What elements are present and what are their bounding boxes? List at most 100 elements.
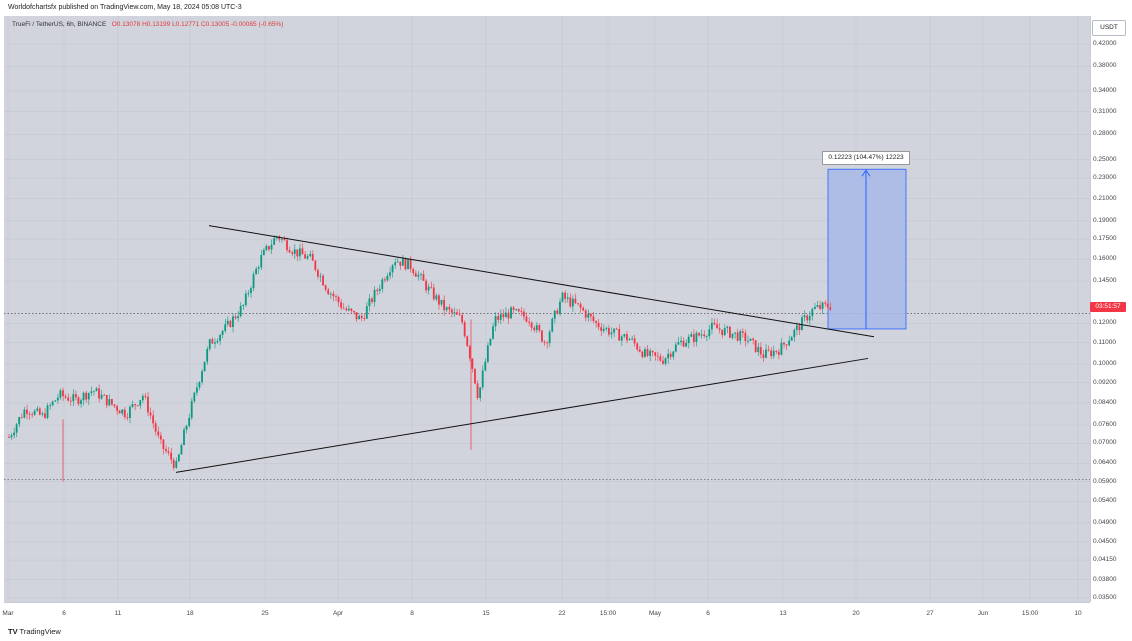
candle-body [504, 312, 507, 318]
candle-body [700, 334, 703, 336]
candle-body [340, 302, 342, 308]
chart-pane[interactable] [4, 16, 1090, 602]
measure-arrow-head-icon [861, 169, 871, 177]
candle-body [376, 289, 379, 291]
candle-body [569, 297, 572, 307]
candle-body [772, 350, 775, 357]
candle-body [226, 320, 229, 325]
candle-body [687, 336, 690, 344]
candle-body [497, 316, 500, 320]
candle-body [618, 329, 621, 341]
candle-body [67, 397, 70, 401]
candle-body [129, 406, 131, 418]
price-tick-label: 0.31000 [1093, 107, 1117, 115]
candle-body [692, 334, 695, 343]
candle-body [628, 339, 631, 341]
candle-body [595, 321, 597, 323]
candle-body [18, 417, 21, 425]
candle-body [188, 417, 191, 426]
brand-name: TradingView [19, 627, 61, 636]
candle-body [819, 305, 821, 309]
currency-button[interactable]: USDT [1092, 20, 1126, 36]
price-chart[interactable] [4, 16, 1090, 602]
candle-body [105, 395, 108, 406]
candle-body [636, 343, 639, 350]
candle-body [468, 346, 471, 359]
candle-body [785, 344, 788, 346]
candle-body [656, 355, 659, 357]
candle-body [219, 334, 221, 341]
candle-body [255, 268, 258, 275]
candle-body [783, 342, 785, 345]
candle-body [237, 316, 239, 319]
candle-body [103, 394, 106, 396]
candle-body [273, 238, 276, 245]
candle-body [667, 353, 670, 359]
price-tick-label: 0.23000 [1093, 174, 1117, 182]
candle-body [626, 334, 628, 341]
candle-body [46, 405, 49, 418]
price-tick-label: 0.07600 [1093, 421, 1117, 429]
measure-box [827, 168, 907, 330]
candle-body [270, 244, 273, 250]
candle-body [510, 307, 512, 319]
tradingview-footer[interactable]: TV TradingView [8, 627, 61, 636]
candle-body [373, 289, 376, 302]
candle-body [600, 327, 603, 331]
candle-body [736, 332, 739, 341]
date-tick-label: 6 [706, 610, 710, 617]
candle-body [170, 452, 173, 460]
time-axis[interactable] [4, 602, 1090, 625]
price-tick-label: 0.42000 [1093, 40, 1117, 47]
candle-body [530, 322, 533, 328]
date-tick-label: 6 [62, 610, 66, 617]
candle-body [152, 415, 155, 424]
candle-body [432, 287, 435, 300]
candle-body [620, 336, 623, 341]
candle-body [597, 322, 600, 328]
candle-body [734, 332, 736, 334]
candle-body [175, 461, 178, 468]
candle-body [368, 298, 371, 307]
candle-body [471, 358, 474, 369]
price-tick-label: 0.05400 [1093, 497, 1117, 505]
candle-body [350, 308, 353, 311]
candle-body [633, 338, 636, 344]
candle-body [713, 322, 716, 325]
candle-body [754, 340, 757, 352]
candle-body [435, 295, 438, 300]
price-tick-label: 0.06400 [1093, 459, 1117, 467]
candle-body [118, 410, 121, 414]
candle-body [44, 413, 46, 418]
candle-body [420, 274, 422, 275]
candle-body [383, 279, 386, 281]
candle-body [631, 338, 633, 340]
candle-body [438, 295, 440, 305]
candle-body [15, 424, 18, 433]
price-tick-label: 0.03800 [1093, 575, 1117, 583]
candle-body [250, 288, 252, 294]
candle-body [177, 454, 180, 462]
candle-body [813, 306, 816, 309]
candle-body [131, 404, 134, 407]
candle-body [731, 333, 734, 338]
candle-body [685, 343, 688, 347]
date-tick-label: 20 [852, 610, 860, 617]
candle-body [466, 336, 469, 347]
candle-body [203, 361, 206, 372]
candle-body [582, 307, 585, 311]
candle-body [798, 325, 801, 331]
price-tick-label: 0.03500 [1093, 594, 1117, 601]
candle-body [49, 405, 52, 407]
candle-body [92, 391, 95, 392]
candle-body [430, 286, 433, 288]
candle-body [345, 308, 348, 311]
candle-body [412, 269, 415, 274]
candle-body [741, 331, 744, 333]
price-tick-label: 0.12000 [1093, 319, 1117, 327]
candle-body [765, 349, 767, 358]
date-tick-label: 11 [114, 610, 122, 617]
candle-body [551, 318, 554, 332]
candle-body [564, 292, 567, 299]
candle-body [407, 259, 409, 270]
